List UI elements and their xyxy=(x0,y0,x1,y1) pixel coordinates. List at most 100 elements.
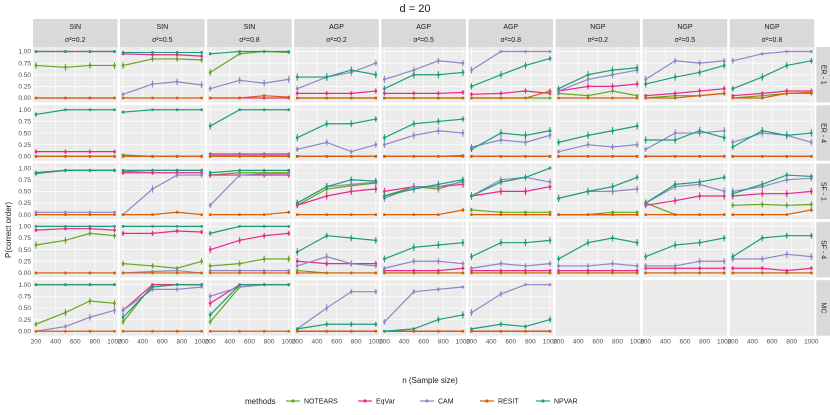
panel-er-1-ngp-9 xyxy=(729,47,815,103)
data-point-eqvar xyxy=(809,189,813,193)
series-npvar xyxy=(34,224,116,228)
data-point-npvar xyxy=(722,236,726,240)
data-point-resit xyxy=(470,271,473,275)
data-point-npvar xyxy=(611,185,614,189)
series-npvar xyxy=(731,57,813,92)
data-point-notears xyxy=(113,64,116,67)
series-resit xyxy=(731,90,813,100)
panel-mc-sin-3 xyxy=(207,280,292,336)
strip-method-label: AGP xyxy=(329,24,344,31)
series-notears xyxy=(208,255,291,269)
data-point-npvar xyxy=(548,129,552,133)
strip-sigma-label: σ²=0.5 xyxy=(413,37,434,44)
data-point-cam xyxy=(760,52,764,56)
data-point-eqvar xyxy=(175,53,179,57)
data-point-npvar xyxy=(64,224,67,228)
data-point-resit xyxy=(586,154,590,158)
data-point-eqvar xyxy=(635,269,639,272)
data-point-eqvar xyxy=(586,84,590,88)
data-point-npvar xyxy=(295,201,299,205)
data-point-notears xyxy=(731,203,735,207)
data-point-npvar xyxy=(287,224,291,228)
series-line-cam xyxy=(123,269,202,274)
data-point-eqvar xyxy=(436,269,440,272)
data-point-resit xyxy=(151,154,154,158)
data-point-npvar xyxy=(673,243,677,247)
panel-er-4-sin-3 xyxy=(207,105,292,161)
data-point-cam xyxy=(635,143,639,147)
data-point-npvar xyxy=(151,51,154,54)
data-point-resit xyxy=(461,96,465,100)
data-point-notears xyxy=(287,257,291,261)
data-point-cam xyxy=(374,264,378,268)
x-tick-label: 400 xyxy=(573,339,584,346)
x-tick-label: 200 xyxy=(205,339,216,346)
data-point-eqvar xyxy=(325,194,329,198)
data-point-notears xyxy=(34,322,38,326)
data-point-npvar xyxy=(151,169,154,172)
data-point-npvar xyxy=(698,241,702,245)
data-point-resit xyxy=(34,96,38,100)
series-line-cam xyxy=(471,176,551,197)
data-point-cam xyxy=(383,266,386,270)
data-point-npvar xyxy=(499,322,503,326)
data-point-cam xyxy=(673,59,677,63)
data-point-eqvar xyxy=(809,266,813,270)
series-npvar xyxy=(470,127,552,152)
strip-background xyxy=(555,19,641,47)
data-point-cam xyxy=(287,78,291,81)
data-point-cam xyxy=(809,140,813,144)
data-point-npvar xyxy=(499,131,503,135)
series-npvar xyxy=(731,232,813,261)
data-point-eqvar xyxy=(635,82,639,86)
x-tick-label: 800 xyxy=(264,339,275,346)
column-strip-3: SIN σ²=0.8 xyxy=(207,19,292,47)
panel-sf-1-sin-2 xyxy=(120,163,205,220)
series-line-eqvar xyxy=(471,186,551,197)
y-tick-label: 0.00 xyxy=(18,154,31,161)
data-point-cam xyxy=(461,61,465,65)
data-point-resit xyxy=(785,91,789,95)
data-point-notears xyxy=(673,94,677,98)
data-point-npvar xyxy=(461,117,465,121)
data-point-cam xyxy=(644,264,648,268)
data-point-npvar xyxy=(200,283,204,287)
legend-item-notears: NOTEARS xyxy=(286,399,338,406)
data-point-resit xyxy=(208,96,212,100)
data-point-resit xyxy=(121,213,125,217)
series-line-cam xyxy=(384,60,463,80)
column-strip-1: SIN σ²=0.2 xyxy=(33,19,118,47)
x-tick-label: 1000 xyxy=(369,339,384,346)
x-tick-label: 200 xyxy=(118,339,129,346)
data-point-resit xyxy=(287,210,291,214)
strip-background xyxy=(381,19,466,47)
data-point-npvar xyxy=(200,169,204,172)
data-point-cam xyxy=(436,287,440,291)
data-point-npvar xyxy=(809,59,813,63)
data-point-npvar xyxy=(349,68,353,72)
x-tick-label: 200 xyxy=(31,339,42,346)
strip-method-label: SIN xyxy=(69,24,81,31)
y-tick-label: 0.25 xyxy=(18,258,31,265)
series-npvar xyxy=(383,116,465,142)
data-point-eqvar xyxy=(673,91,677,95)
data-point-npvar xyxy=(374,117,378,121)
panel-er-4-ngp-7 xyxy=(555,105,641,161)
data-point-cam xyxy=(88,315,92,319)
data-point-resit xyxy=(809,208,813,212)
panel-sf-1-ngp-8 xyxy=(642,163,728,220)
data-point-resit xyxy=(325,213,329,217)
data-point-npvar xyxy=(470,147,473,151)
data-point-resit xyxy=(635,213,639,217)
series-notears xyxy=(121,258,204,271)
data-point-eqvar xyxy=(461,91,465,94)
data-point-cam xyxy=(412,259,416,263)
panel-sf-4-agp-5 xyxy=(381,221,466,278)
data-point-eqvar xyxy=(262,234,266,238)
data-point-notears xyxy=(175,266,179,270)
series-npvar xyxy=(121,283,204,321)
series-line-resit xyxy=(645,92,725,99)
strip-sigma-label: σ²=0.8 xyxy=(239,37,260,44)
data-point-eqvar xyxy=(548,185,552,189)
data-point-npvar xyxy=(760,236,764,240)
